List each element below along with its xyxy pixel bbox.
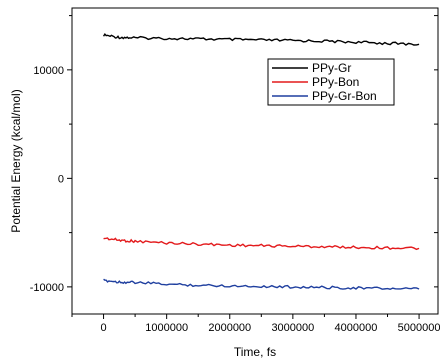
legend-label: PPy-Bon <box>312 75 359 89</box>
x-tick-label: 0 <box>100 322 106 334</box>
x-tick-label: 4000000 <box>335 322 378 334</box>
series-line-ppy-bon <box>103 237 420 251</box>
series-layer <box>102 33 420 290</box>
x-axis: 0 1000000 2000000 3000000 4000000 5000000 <box>71 314 440 334</box>
y-axis-label: Potential Energy (kcal/mol) <box>9 89 23 232</box>
series-line-ppy-gr <box>102 33 420 46</box>
series-line-ppy-gr-bon <box>103 278 420 290</box>
x-axis-label: Time, fs <box>234 345 276 359</box>
x-tick-label: 1000000 <box>145 322 188 334</box>
x-tick-label: 2000000 <box>208 322 251 334</box>
right-axis-ticks <box>434 15 438 288</box>
y-tick-label: 10000 <box>33 65 64 77</box>
plot-area <box>71 7 439 315</box>
legend-label: PPy-Gr <box>312 61 351 75</box>
x-tick-label: 3000000 <box>271 322 314 334</box>
y-axis: -10000 0 10000 <box>30 15 72 294</box>
x-tick-label: 5000000 <box>398 322 440 334</box>
y-tick-label: 0 <box>58 173 64 185</box>
y-tick-label: -10000 <box>30 282 64 294</box>
legend-label: PPy-Gr-Bon <box>312 89 377 103</box>
